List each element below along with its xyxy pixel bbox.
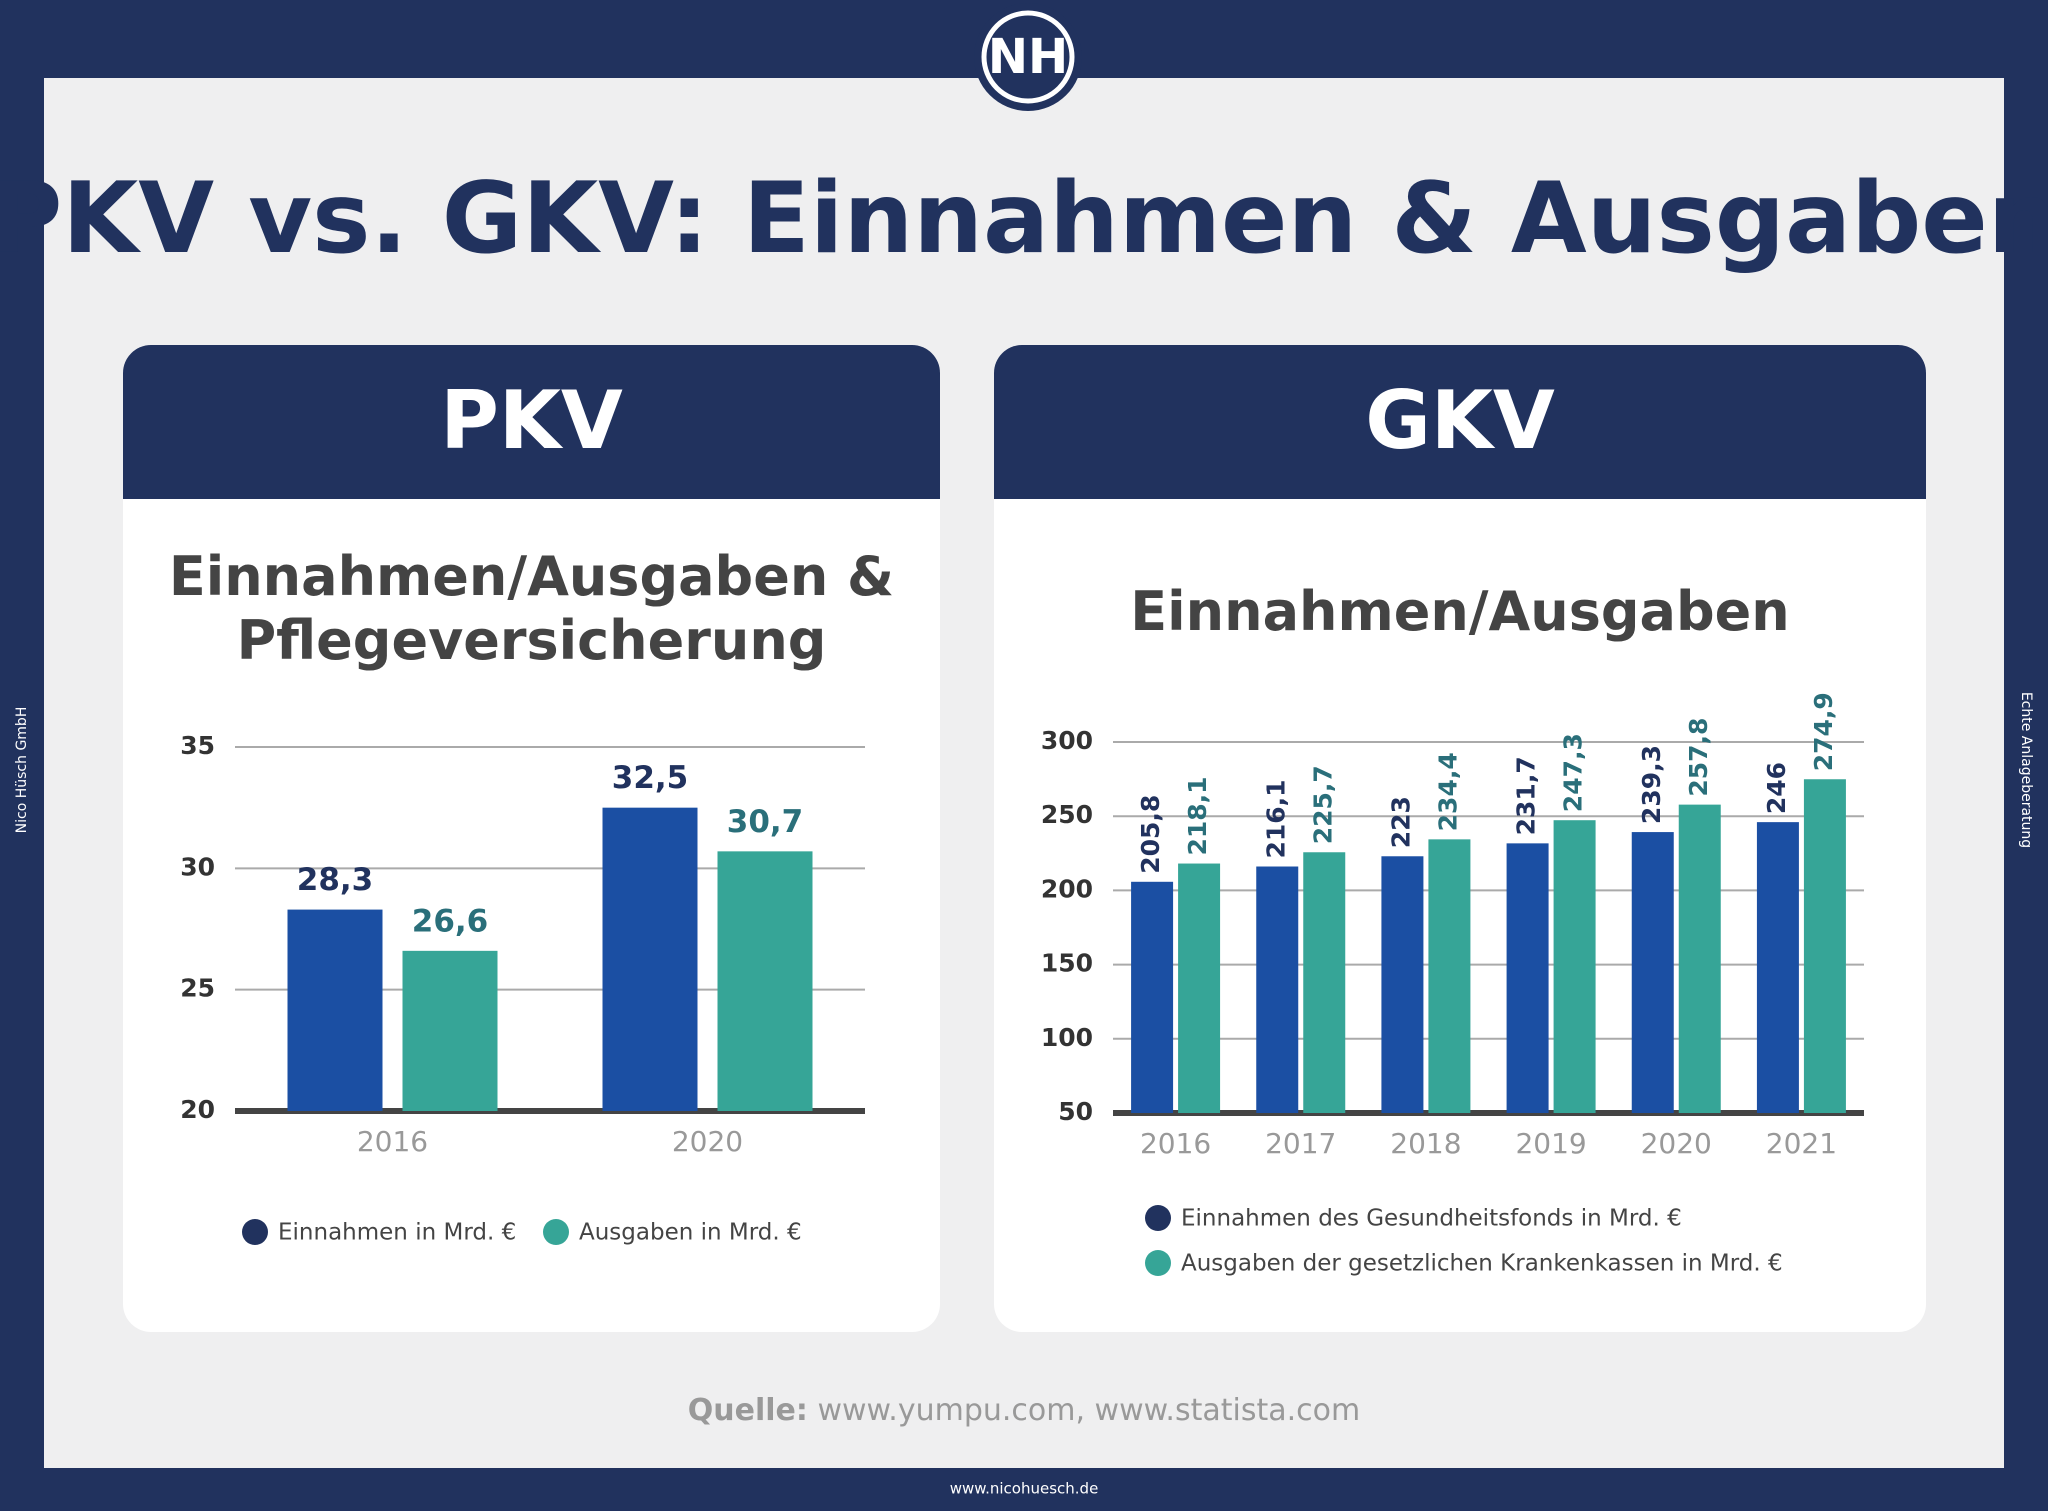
panel-heading: GKV	[1365, 374, 1555, 467]
y-tick-label: 100	[1041, 1023, 1093, 1052]
main-title: PKV vs. GKV: Einnahmen & Ausgaben	[0, 162, 2048, 276]
value-label: 274,9	[1809, 692, 1838, 771]
value-label: 239,3	[1637, 745, 1666, 824]
value-label: 231,7	[1512, 756, 1541, 835]
legend-marker	[543, 1219, 569, 1245]
logo: NH	[988, 29, 1068, 85]
bar	[1756, 822, 1799, 1113]
legend-label: Ausgaben in Mrd. €	[579, 1220, 802, 1246]
x-tick-label: 2018	[1390, 1127, 1461, 1160]
value-label: 246	[1762, 762, 1791, 814]
chart-title: Einnahmen/Ausgaben	[1130, 580, 1790, 643]
footer: www.nicohuesch.de	[950, 1480, 1099, 1498]
panel-header	[994, 345, 1926, 499]
bar	[1381, 856, 1424, 1113]
bar	[1631, 832, 1674, 1113]
y-tick-label: 30	[180, 852, 215, 881]
source: Quelle: www.yumpu.com, www.statista.com	[688, 1393, 1360, 1428]
bar	[1256, 866, 1299, 1113]
bar	[1131, 881, 1174, 1113]
legend-marker	[242, 1219, 268, 1245]
x-tick-label: 2016	[357, 1125, 428, 1158]
bar	[1506, 843, 1549, 1113]
y-tick-label: 200	[1041, 874, 1093, 903]
source-text: www.yumpu.com, www.statista.com	[817, 1393, 1360, 1428]
bar	[287, 909, 383, 1111]
source-label: Quelle:	[688, 1393, 808, 1428]
logo-badge	[974, 3, 1082, 111]
y-tick-label: 150	[1041, 949, 1093, 978]
x-tick-label: 2020	[672, 1125, 743, 1158]
y-tick-label: 35	[180, 731, 215, 760]
bar	[1303, 852, 1346, 1113]
legend-label: Einnahmen in Mrd. €	[278, 1220, 516, 1246]
value-label: 28,3	[297, 862, 374, 898]
value-label: 225,7	[1308, 765, 1337, 844]
panel-heading: PKV	[440, 374, 623, 467]
x-tick-label: 2017	[1265, 1127, 1336, 1160]
chart-title: Einnahmen/Ausgaben & Pflegeversicherung	[168, 545, 895, 672]
value-label: 205,8	[1136, 795, 1165, 874]
bar	[1553, 820, 1596, 1113]
value-label: 247,3	[1559, 733, 1588, 812]
side-text: Nico Hüsch GmbH	[14, 707, 30, 834]
legend-marker	[1145, 1205, 1171, 1231]
value-label: 26,6	[412, 903, 489, 939]
y-tick-label: 300	[1041, 726, 1093, 755]
y-tick-label: 20	[180, 1095, 215, 1124]
value-label: 223	[1386, 796, 1415, 848]
x-tick-label: 2021	[1766, 1127, 1837, 1160]
value-label: 32,5	[612, 760, 689, 796]
legend-label: Einnahmen des Gesundheitsfonds in Mrd. €	[1181, 1206, 1682, 1232]
value-label: 218,1	[1183, 776, 1212, 855]
value-label: 216,1	[1261, 779, 1290, 858]
bar	[402, 950, 498, 1111]
side-text: Echte Anlageberatung	[2018, 692, 2034, 848]
legend-marker	[1145, 1250, 1171, 1276]
y-tick-label: 250	[1041, 800, 1093, 829]
value-label: 257,8	[1684, 718, 1713, 797]
bar	[1678, 804, 1721, 1113]
bar	[1428, 839, 1471, 1113]
bar	[602, 807, 698, 1111]
bar	[1803, 779, 1846, 1113]
x-tick-label: 2016	[1140, 1127, 1211, 1160]
y-tick-label: 50	[1058, 1097, 1093, 1126]
bar	[1178, 863, 1221, 1113]
legend-label: Ausgaben der gesetzlichen Krankenkassen …	[1181, 1251, 1783, 1277]
logo-ring	[981, 10, 1075, 104]
panel-header	[123, 345, 940, 499]
y-tick-label: 25	[180, 974, 215, 1003]
value-label: 234,4	[1433, 752, 1462, 831]
bar	[717, 851, 813, 1111]
x-tick-label: 2020	[1641, 1127, 1712, 1160]
x-tick-label: 2019	[1515, 1127, 1586, 1160]
value-label: 30,7	[727, 804, 804, 840]
